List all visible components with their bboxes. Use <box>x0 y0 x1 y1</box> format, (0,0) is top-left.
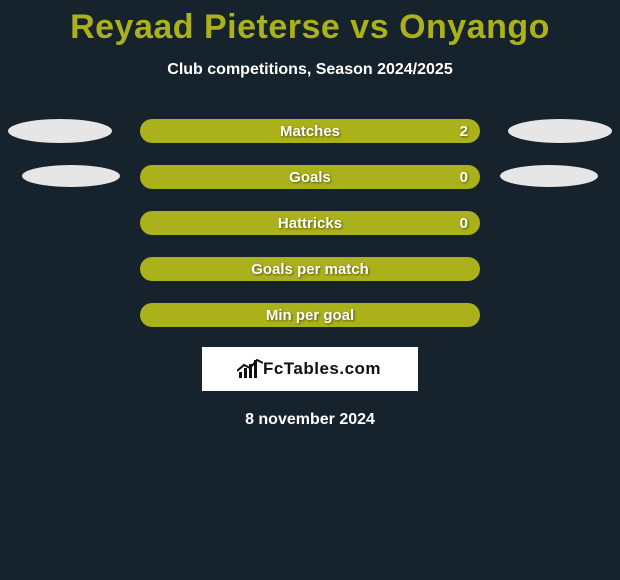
stat-row-goals: Goals 0 <box>140 165 480 189</box>
player1-name: Reyaad Pieterse <box>70 8 340 46</box>
decorative-ellipse-right-1 <box>508 119 612 143</box>
stat-row-matches: Matches 2 <box>140 119 480 143</box>
subtitle: Club competitions, Season 2024/2025 <box>0 61 620 79</box>
chart-icon <box>239 360 257 378</box>
decorative-ellipse-right-2 <box>500 165 598 187</box>
player2-name: Onyango <box>399 8 550 46</box>
vs-label: vs <box>350 8 389 46</box>
stat-label: Matches <box>280 123 340 140</box>
stat-row-min-per-goal: Min per goal <box>140 303 480 327</box>
stat-row-hattricks: Hattricks 0 <box>140 211 480 235</box>
stat-row-goals-per-match: Goals per match <box>140 257 480 281</box>
stat-value: 2 <box>460 123 468 140</box>
page-title: Reyaad Pieterse vs Onyango <box>0 0 620 47</box>
stat-value: 0 <box>460 169 468 186</box>
stat-label: Min per goal <box>266 307 354 324</box>
brand-text: FcTables.com <box>263 359 381 379</box>
decorative-ellipse-left-1 <box>8 119 112 143</box>
stat-value: 0 <box>460 215 468 232</box>
brand-box: FcTables.com <box>202 347 418 391</box>
decorative-ellipse-left-2 <box>22 165 120 187</box>
date-label: 8 november 2024 <box>0 411 620 429</box>
chart-line-icon <box>237 358 263 372</box>
stat-label: Goals per match <box>251 261 369 278</box>
stat-label: Hattricks <box>278 215 342 232</box>
stat-label: Goals <box>289 169 331 186</box>
stats-rows: Matches 2 Goals 0 Hattricks 0 Goals per … <box>0 119 620 327</box>
infographic-container: Reyaad Pieterse vs Onyango Club competit… <box>0 0 620 580</box>
